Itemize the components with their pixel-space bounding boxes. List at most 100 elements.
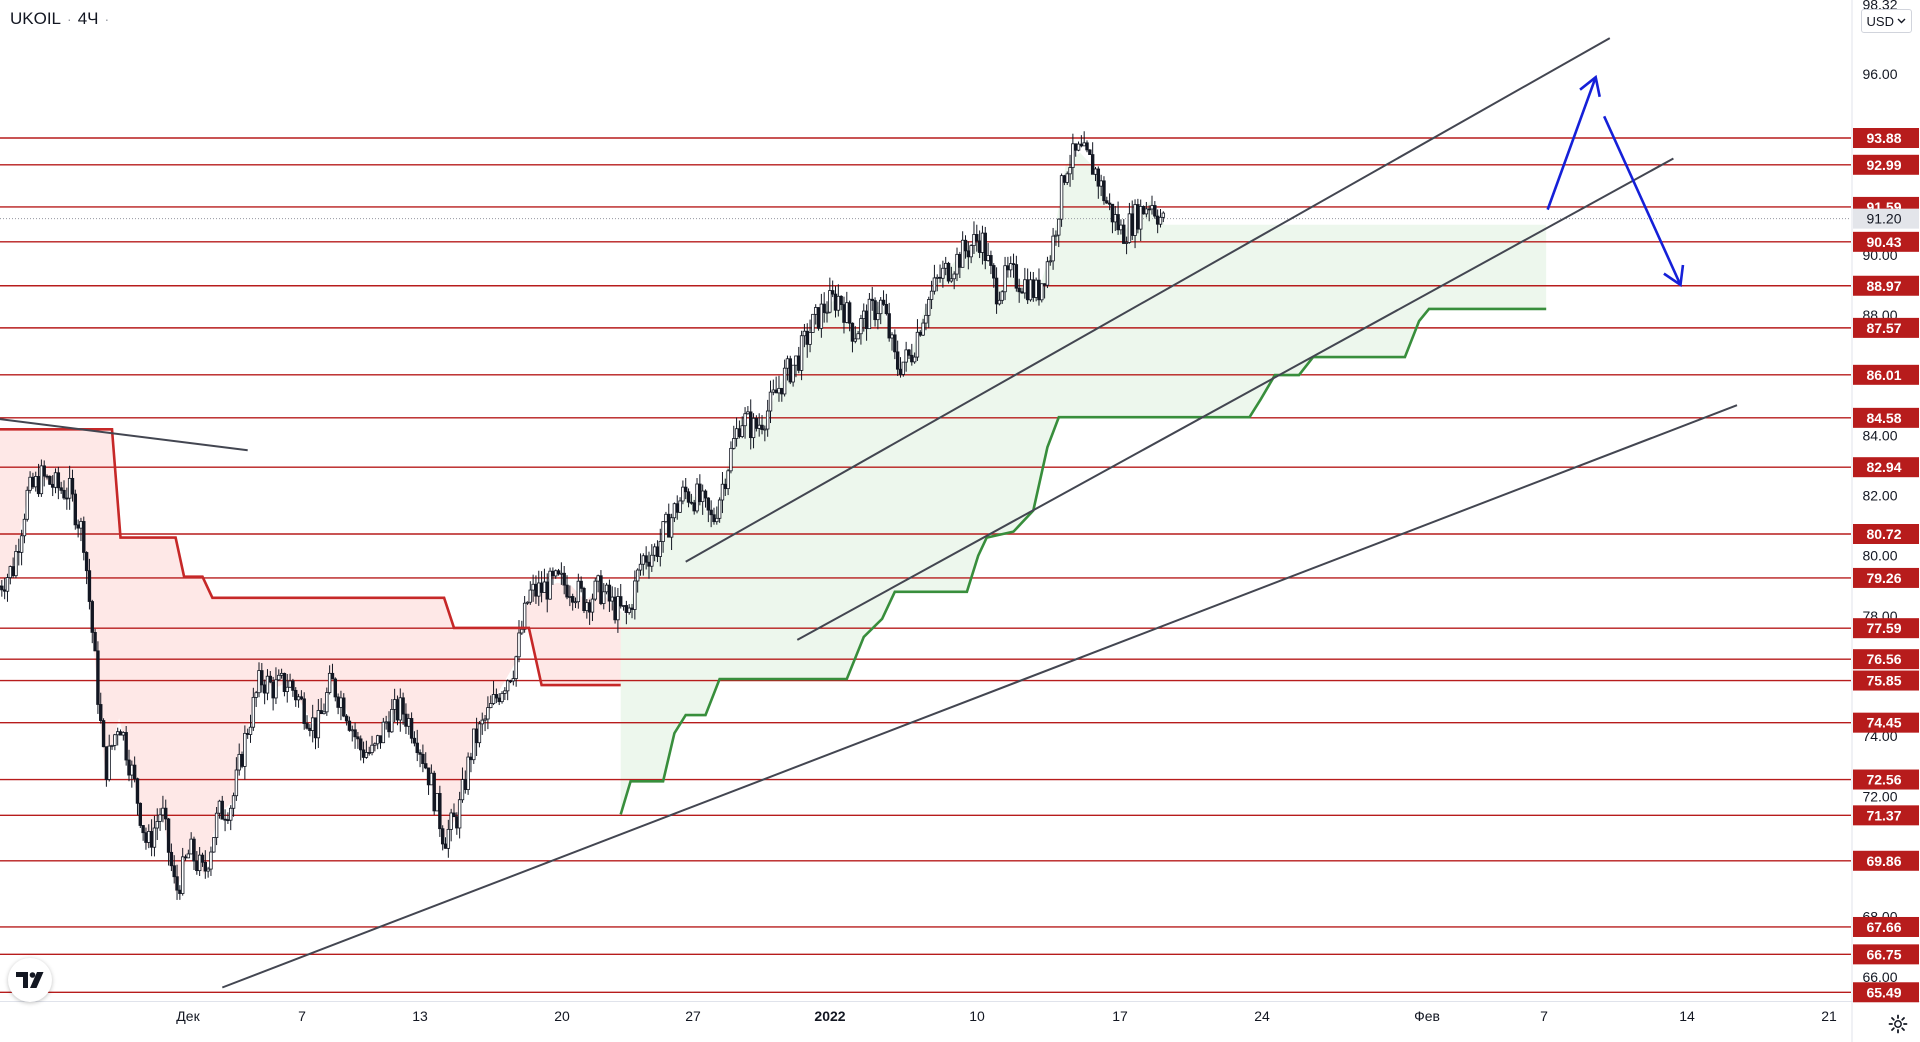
candle: [310, 717, 315, 731]
candle: [782, 367, 787, 395]
level-badge: [1853, 567, 1919, 588]
tradingview-logo-icon[interactable]: [8, 958, 52, 1002]
candle: [361, 749, 366, 758]
candle: [644, 555, 648, 563]
candle: [237, 753, 241, 771]
candle: [551, 570, 555, 577]
candle: [972, 234, 976, 247]
candle: [847, 302, 852, 324]
candle: [197, 854, 202, 872]
candle: [692, 502, 696, 512]
price-tick-label: 66.00: [1862, 969, 1897, 985]
candle: [975, 234, 979, 242]
candle: [104, 746, 109, 780]
chevron-down-icon: [1897, 18, 1906, 24]
candle: [867, 298, 872, 330]
level-badge: [1853, 850, 1919, 871]
candle: [90, 601, 94, 633]
price-tick-label: 82.00: [1862, 487, 1897, 503]
candle: [1037, 279, 1041, 301]
candle: [1000, 291, 1004, 301]
candle: [401, 697, 405, 715]
candle: [28, 476, 32, 491]
candle: [1144, 208, 1149, 215]
candle: [898, 368, 903, 375]
candle: [774, 389, 778, 394]
candle: [715, 517, 719, 523]
candle: [457, 799, 462, 829]
candle: [635, 569, 640, 582]
trendline-long-support: [221, 404, 1738, 989]
level-badge: [1853, 982, 1919, 1003]
gear-icon[interactable]: [1886, 1012, 1910, 1036]
candle: [511, 678, 516, 682]
trendline-channel-lower: [796, 157, 1674, 641]
candle: [1045, 261, 1050, 286]
arrow-head: [1579, 74, 1601, 98]
candle: [890, 334, 894, 339]
candle: [534, 583, 538, 597]
candle: [76, 524, 80, 529]
candle: [45, 475, 49, 478]
stop-line-red: [0, 428, 621, 687]
candle: [706, 497, 711, 511]
candle: [698, 483, 702, 503]
candle: [1071, 143, 1075, 168]
candle: [231, 795, 236, 809]
candle: [1158, 216, 1163, 225]
candle: [381, 721, 386, 744]
price-tick-label: 80.00: [1862, 548, 1897, 564]
candle: [390, 708, 394, 733]
candle: [565, 584, 569, 598]
candle: [879, 299, 883, 315]
candle: [79, 521, 83, 529]
level-badge: [1853, 128, 1919, 149]
time-tick-label: 24: [1254, 1008, 1270, 1024]
symbol-legend[interactable]: UKOIL · 4Ч ·: [10, 9, 109, 29]
candle: [1074, 143, 1078, 151]
candle: [412, 737, 417, 744]
candle: [684, 486, 688, 493]
currency-dropdown[interactable]: USD: [1860, 9, 1912, 33]
candle: [830, 290, 835, 295]
candle: [254, 692, 258, 698]
time-tick-label: 7: [1540, 1008, 1548, 1024]
symbol-name: UKOIL: [10, 9, 62, 28]
level-badge-label: 76.56: [1866, 651, 1901, 667]
time-tick-label: 21: [1821, 1008, 1837, 1024]
candle: [1048, 260, 1052, 263]
candle: [373, 743, 377, 746]
candle: [664, 513, 668, 523]
candle: [977, 240, 982, 253]
level-badge-label: 66.75: [1866, 946, 1901, 962]
candle: [243, 732, 247, 767]
candle: [245, 732, 250, 735]
candle: [537, 582, 541, 597]
candle: [1153, 205, 1157, 217]
candle: [141, 825, 145, 834]
candle: [638, 563, 643, 571]
candle: [0, 585, 4, 591]
level-badge: [1853, 805, 1919, 826]
candle: [138, 802, 142, 826]
candle: [531, 583, 535, 591]
candle: [539, 582, 544, 593]
candle: [164, 807, 168, 820]
candle: [700, 490, 705, 503]
candle: [791, 364, 795, 383]
candle: [299, 696, 304, 700]
candle: [788, 358, 792, 383]
level-badge-label: 77.59: [1866, 620, 1901, 636]
candle: [155, 821, 159, 829]
candle: [84, 552, 89, 572]
candle: [17, 551, 21, 553]
time-tick-label: 20: [554, 1008, 570, 1024]
candle: [489, 703, 493, 709]
level-badge: [1853, 618, 1919, 639]
candle: [469, 756, 473, 761]
candle: [986, 255, 990, 261]
candle: [613, 596, 617, 621]
candle: [460, 779, 465, 801]
